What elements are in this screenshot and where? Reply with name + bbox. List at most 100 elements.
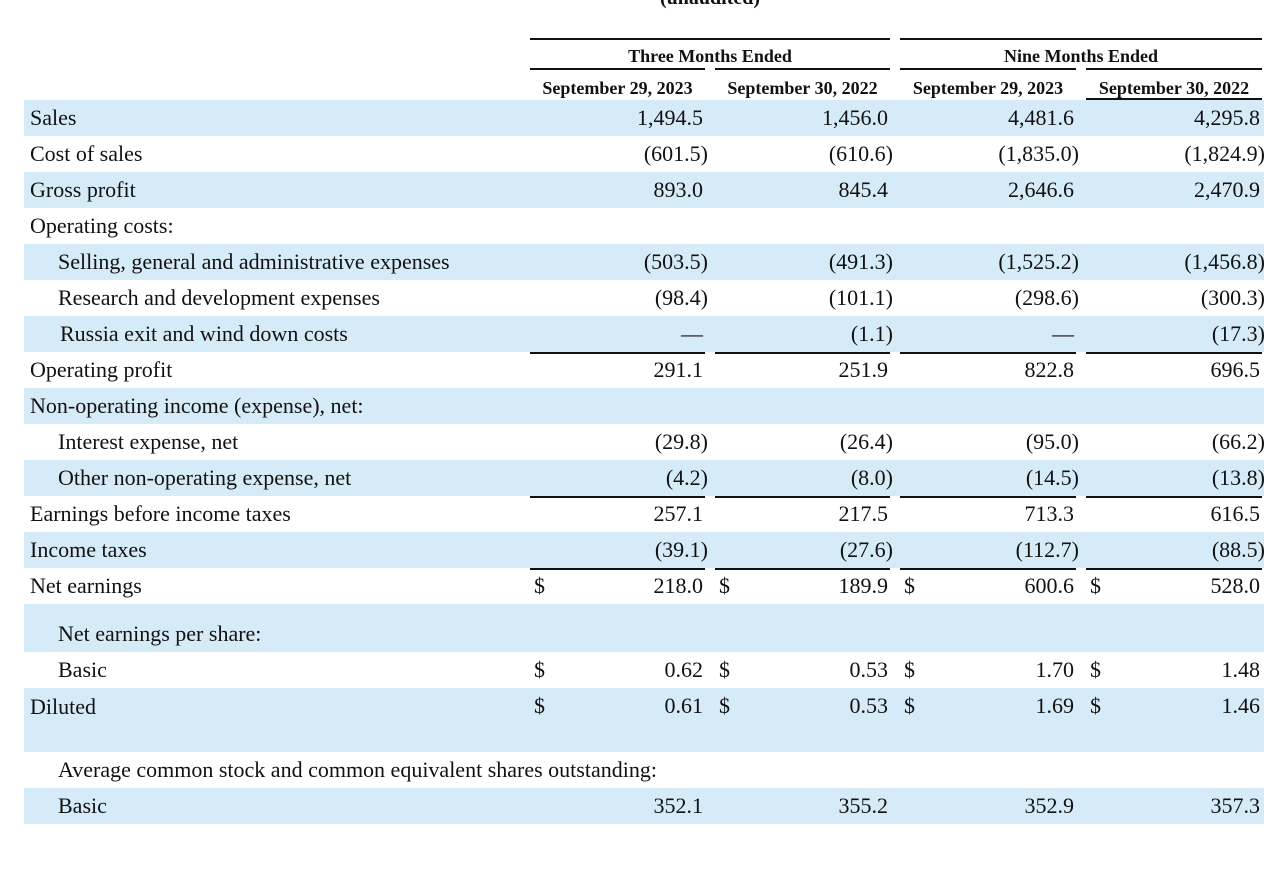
cell-value: (1,525.2) xyxy=(998,249,1079,274)
table-cell: 291.1 xyxy=(530,352,705,388)
table-cell: 2,470.9 xyxy=(1086,172,1262,208)
currency-symbol: $ xyxy=(904,573,915,598)
row-label: Cost of sales xyxy=(30,141,143,166)
table-row: Operating profit 291.1 251.9 822.8 696.5 xyxy=(24,352,1264,388)
table-cell: (27.6) xyxy=(715,532,893,570)
row-label: Selling, general and administrative expe… xyxy=(58,249,450,274)
table-cell: (300.3) xyxy=(1086,280,1265,316)
row-label: Operating profit xyxy=(30,357,173,382)
table-row: Cost of sales (601.5) (610.6) (1,835.0) (1,8… xyxy=(24,136,1265,174)
cell-value: 696.5 xyxy=(1210,357,1261,382)
row-label: Russia exit and wind down costs xyxy=(60,321,348,346)
cell-value: 357.3 xyxy=(1210,793,1261,818)
cell-value: 0.53 xyxy=(849,657,889,682)
cell-value: 1,494.5 xyxy=(637,105,703,130)
table-cell: 4,481.6 xyxy=(900,100,1076,136)
cell-value: (1,824.9) xyxy=(1184,141,1265,166)
table-cell: (1,456.8) xyxy=(1086,244,1265,280)
cell-value: (98.4) xyxy=(654,285,708,310)
table-cell: 616.5 xyxy=(1086,496,1262,532)
table-row: Net earnings per share: xyxy=(24,616,1264,652)
cell-value: 713.3 xyxy=(1024,501,1075,526)
currency-symbol: $ xyxy=(1090,693,1101,718)
table-cell: (101.1) xyxy=(715,280,893,316)
cell-value: (503.5) xyxy=(643,249,708,274)
column-header: September 29, 2023 xyxy=(900,68,1076,100)
table-row: Net earnings $218.0 $189.9 $600.6 $528.0 xyxy=(24,568,1264,608)
currency-symbol: $ xyxy=(534,657,545,682)
table-cell: $1.48 xyxy=(1086,652,1262,688)
table-row: Average common stock and common equivale… xyxy=(24,752,1264,788)
table-cell: (601.5) xyxy=(530,136,708,174)
cell-value: 251.9 xyxy=(838,357,889,382)
cell-value: 822.8 xyxy=(1024,357,1075,382)
table-cell: (26.4) xyxy=(715,424,893,460)
cell-value: 218.0 xyxy=(653,573,704,598)
table-cell: (610.6) xyxy=(715,136,893,174)
table-cell: (8.0) xyxy=(715,460,893,498)
row-label: Diluted xyxy=(30,694,96,719)
cell-value: (39.1) xyxy=(654,537,708,562)
currency-symbol: $ xyxy=(1090,573,1101,598)
table-cell: (503.5) xyxy=(530,244,708,280)
table-cell xyxy=(715,616,890,652)
cell-value: (610.6) xyxy=(828,141,893,166)
table-caption: (unaudited) xyxy=(530,0,890,8)
table-cell xyxy=(715,208,890,244)
currency-symbol: $ xyxy=(719,573,730,598)
row-label: Basic xyxy=(58,657,107,682)
row-label: Net earnings xyxy=(30,573,142,598)
cell-value: 600.6 xyxy=(1024,573,1075,598)
cell-value: (13.8) xyxy=(1211,465,1265,490)
table-cell: (1.1) xyxy=(715,316,893,354)
table-cell xyxy=(1086,616,1262,652)
table-row: Selling, general and administrative expe… xyxy=(24,244,1265,280)
table-cell: 352.1 xyxy=(530,788,705,824)
cell-value: (1.1) xyxy=(850,321,893,346)
cell-value: 616.5 xyxy=(1210,501,1261,526)
table-cell: 1,456.0 xyxy=(715,100,890,136)
table-row: Gross profit 893.0 845.4 2,646.6 2,470.9 xyxy=(24,172,1264,208)
table-cell: (66.2) xyxy=(1086,424,1265,460)
spacer-row xyxy=(24,604,1264,616)
row-label: Basic xyxy=(58,793,107,818)
currency-symbol: $ xyxy=(904,657,915,682)
table-cell: (112.7) xyxy=(900,532,1079,570)
cell-value: 352.1 xyxy=(653,793,704,818)
table-row: Research and development expenses (98.4) (… xyxy=(24,280,1265,316)
table-cell xyxy=(1086,388,1262,424)
table-row: Russia exit and wind down costs — (1.1) — (1… xyxy=(24,316,1265,354)
table-cell xyxy=(1086,752,1262,788)
row-label: Research and development expenses xyxy=(58,285,380,310)
table-cell: $0.62 xyxy=(530,652,705,688)
cell-value: (17.3) xyxy=(1211,321,1265,346)
cell-value: 893.0 xyxy=(653,177,704,202)
row-label: Earnings before income taxes xyxy=(30,501,291,526)
table-cell: 893.0 xyxy=(530,172,705,208)
currency-symbol: $ xyxy=(534,573,545,598)
table-cell: $600.6 xyxy=(900,568,1076,608)
table-cell: $1.69 xyxy=(900,688,1076,724)
table-cell xyxy=(530,752,705,788)
table-cell: (95.0) xyxy=(900,424,1079,460)
cell-value: (29.8) xyxy=(654,429,708,454)
cell-value: (601.5) xyxy=(643,141,708,166)
table-cell: (491.3) xyxy=(715,244,893,280)
cell-value: 1.70 xyxy=(1035,657,1075,682)
table-row: Other non-operating expense, net (4.2) (8.… xyxy=(24,460,1265,498)
cell-value: — xyxy=(1052,321,1074,346)
currency-symbol: $ xyxy=(719,693,730,718)
cell-value: 355.2 xyxy=(838,793,889,818)
table-cell xyxy=(900,388,1076,424)
table-cell: (1,824.9) xyxy=(1086,136,1265,174)
table-cell: 357.3 xyxy=(1086,788,1262,824)
table-row: Interest expense, net (29.8) (26.4) (95.0) (… xyxy=(24,424,1265,460)
currency-symbol: $ xyxy=(1090,657,1101,682)
table-cell: 355.2 xyxy=(715,788,890,824)
cell-value: 291.1 xyxy=(653,357,704,382)
currency-symbol: $ xyxy=(534,693,545,718)
table-cell: $528.0 xyxy=(1086,568,1262,608)
cell-value: 189.9 xyxy=(838,573,889,598)
row-label: Sales xyxy=(30,105,77,130)
cell-value: 4,295.8 xyxy=(1194,105,1260,130)
